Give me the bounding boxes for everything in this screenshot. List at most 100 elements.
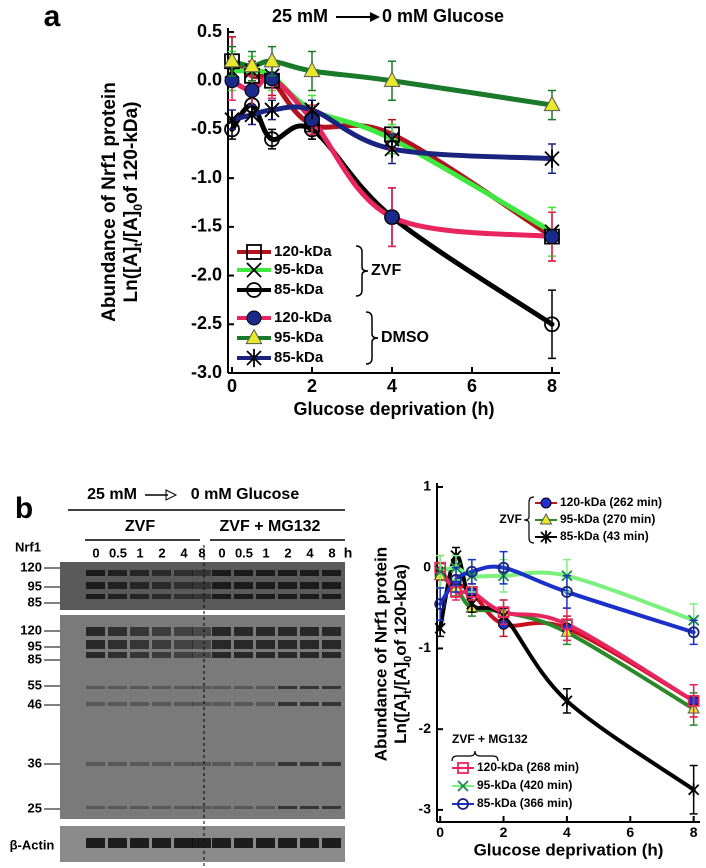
error-bar bbox=[499, 599, 508, 625]
band bbox=[174, 627, 193, 636]
band bbox=[256, 702, 275, 706]
legend-label: 95-kDa bbox=[274, 329, 324, 346]
band bbox=[234, 570, 253, 576]
lane-label: 0.5 bbox=[235, 545, 253, 560]
band bbox=[278, 594, 297, 599]
legend-label: 95-kDa bbox=[274, 261, 324, 278]
band bbox=[256, 652, 275, 658]
y-tick-label: -0.5 bbox=[191, 118, 222, 138]
band bbox=[300, 702, 319, 706]
x-tick-label: 6 bbox=[626, 824, 634, 840]
mw-label: 85 bbox=[28, 651, 42, 666]
band bbox=[192, 702, 211, 706]
band bbox=[212, 762, 231, 766]
time-unit: h bbox=[344, 545, 353, 561]
band bbox=[300, 652, 319, 658]
marker bbox=[457, 798, 469, 810]
band bbox=[174, 640, 193, 649]
band bbox=[152, 594, 171, 599]
band bbox=[322, 570, 341, 576]
lane-label: 0.5 bbox=[109, 545, 127, 560]
lane-label: 1 bbox=[262, 545, 269, 560]
band bbox=[212, 702, 231, 706]
x-axis-label: Glucose deprivation (h) bbox=[474, 840, 664, 859]
legend-label: 85-kDa bbox=[274, 349, 324, 366]
band bbox=[322, 762, 341, 766]
band bbox=[86, 582, 105, 589]
band bbox=[108, 627, 127, 636]
y-tick-label: -1 bbox=[419, 639, 432, 655]
band bbox=[152, 570, 171, 576]
band bbox=[130, 762, 149, 766]
marker bbox=[246, 348, 262, 368]
band bbox=[234, 686, 253, 689]
y-tick-label: -1.0 bbox=[191, 167, 222, 187]
marker bbox=[263, 51, 281, 68]
marker bbox=[245, 328, 263, 345]
band bbox=[300, 762, 319, 766]
band bbox=[278, 627, 297, 636]
band bbox=[130, 640, 149, 649]
band bbox=[108, 702, 127, 706]
y-tick-label: -2.5 bbox=[191, 313, 222, 333]
band bbox=[212, 838, 231, 848]
band bbox=[174, 806, 193, 809]
marker bbox=[223, 51, 241, 68]
y-label-part: of 120-kDa) bbox=[121, 102, 142, 204]
y-axis-label: Ln([A]t/[A]0of 120-kDa) bbox=[121, 102, 145, 303]
band bbox=[234, 806, 253, 809]
band bbox=[234, 627, 253, 636]
band bbox=[234, 762, 253, 766]
band bbox=[86, 652, 105, 658]
band bbox=[174, 702, 193, 706]
legend-label: 95-kDa (420 min) bbox=[477, 778, 572, 792]
band bbox=[212, 594, 231, 599]
group-label: ZVF + MG132 bbox=[220, 518, 321, 535]
band bbox=[234, 594, 253, 599]
band bbox=[322, 594, 341, 599]
y-label-part: of 120-kDa) bbox=[391, 564, 410, 656]
lane-label: 4 bbox=[180, 545, 188, 560]
band bbox=[174, 594, 193, 599]
band bbox=[152, 582, 171, 589]
band bbox=[130, 582, 149, 589]
lane-label: 2 bbox=[158, 545, 165, 560]
band bbox=[174, 652, 193, 658]
band bbox=[152, 627, 171, 636]
title-arrow-head bbox=[370, 12, 380, 22]
marker bbox=[224, 110, 240, 129]
band bbox=[174, 838, 193, 848]
y-tick-label: -1.5 bbox=[191, 216, 222, 236]
mw-label: 85 bbox=[28, 594, 42, 609]
marker bbox=[434, 566, 446, 578]
band bbox=[152, 652, 171, 658]
band bbox=[234, 640, 253, 649]
band bbox=[192, 806, 211, 809]
panel-label: b bbox=[15, 492, 33, 525]
band bbox=[192, 570, 211, 576]
marker bbox=[544, 316, 560, 333]
legend-group-label: ZVF bbox=[371, 262, 401, 279]
band bbox=[212, 582, 231, 589]
band bbox=[278, 570, 297, 576]
band bbox=[86, 570, 105, 576]
y-axis-label: Abundance of Nrf1 protein bbox=[371, 547, 390, 761]
x-tick-label: 0 bbox=[227, 376, 237, 396]
legend-label: 95-kDa (270 min) bbox=[560, 512, 655, 526]
lane-label: 2 bbox=[284, 545, 291, 560]
mw-label: 95 bbox=[28, 578, 42, 593]
band bbox=[130, 838, 149, 848]
band bbox=[278, 686, 297, 689]
band bbox=[108, 594, 127, 599]
mw-label: 120 bbox=[20, 559, 42, 574]
panel-label: a bbox=[44, 0, 61, 33]
mw-label: 55 bbox=[28, 677, 42, 692]
y-label-part: Ln([A] bbox=[121, 247, 142, 303]
band bbox=[256, 594, 275, 599]
band bbox=[152, 702, 171, 706]
band bbox=[130, 806, 149, 809]
band bbox=[234, 582, 253, 589]
marker bbox=[246, 282, 262, 298]
y-tick-label: 0 bbox=[423, 558, 431, 574]
